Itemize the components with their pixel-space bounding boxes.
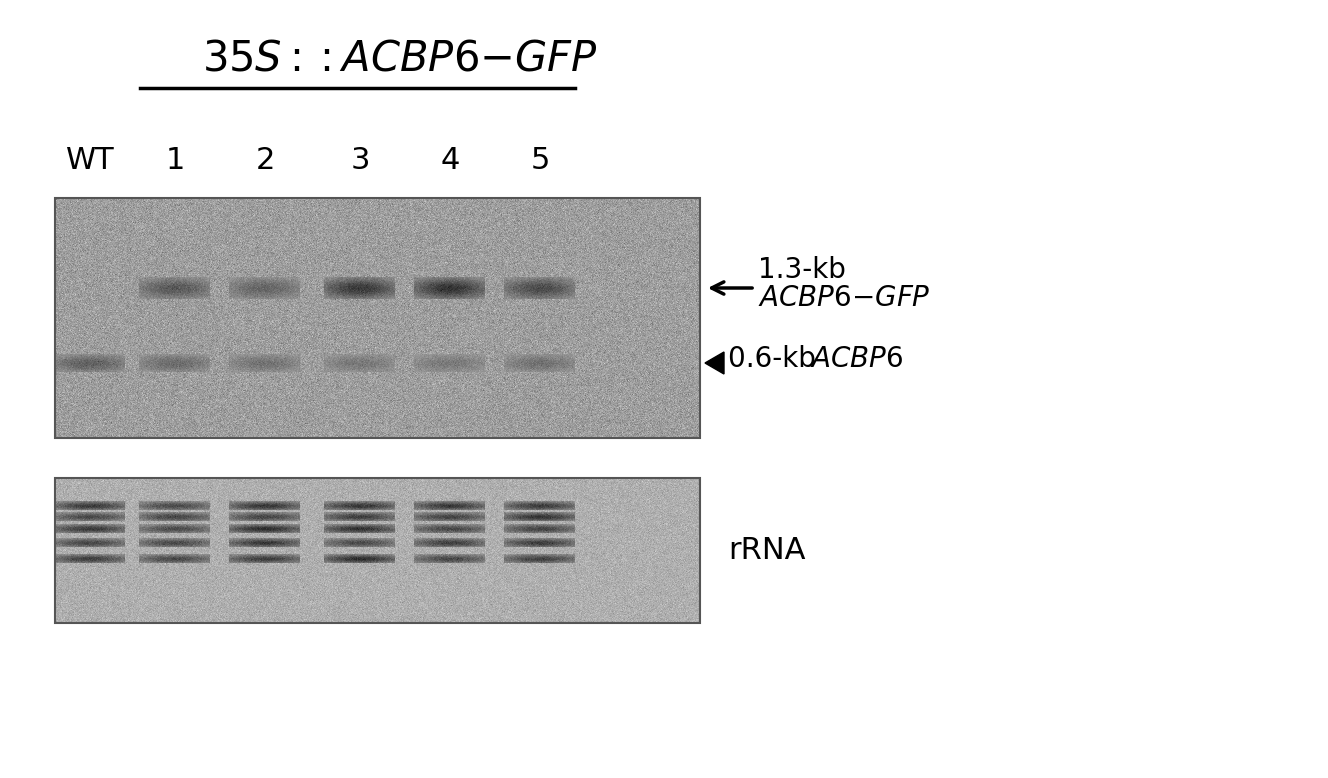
Bar (54, 198, 700, 438)
Text: $\it{ACBP6\mathregular{-}GFP}$: $\it{ACBP6\mathregular{-}GFP}$ (758, 284, 931, 312)
Text: rRNA: rRNA (728, 536, 806, 565)
Bar (54, 478, 700, 623)
Text: $\it{35S::ACBP6\mathregular{-}GFP}$: $\it{35S::ACBP6\mathregular{-}GFP}$ (202, 37, 598, 79)
Text: 3: 3 (351, 145, 369, 174)
Text: 2: 2 (255, 145, 275, 174)
Text: 5: 5 (530, 145, 550, 174)
Polygon shape (705, 352, 724, 374)
Text: 1.3-kb: 1.3-kb (758, 256, 846, 284)
Text: $\it{ACBP6}$: $\it{ACBP6}$ (810, 345, 903, 373)
Text: 0.6-kb: 0.6-kb (728, 345, 825, 373)
Text: 1: 1 (165, 145, 185, 174)
Text: WT: WT (65, 145, 114, 174)
Text: 4: 4 (441, 145, 459, 174)
